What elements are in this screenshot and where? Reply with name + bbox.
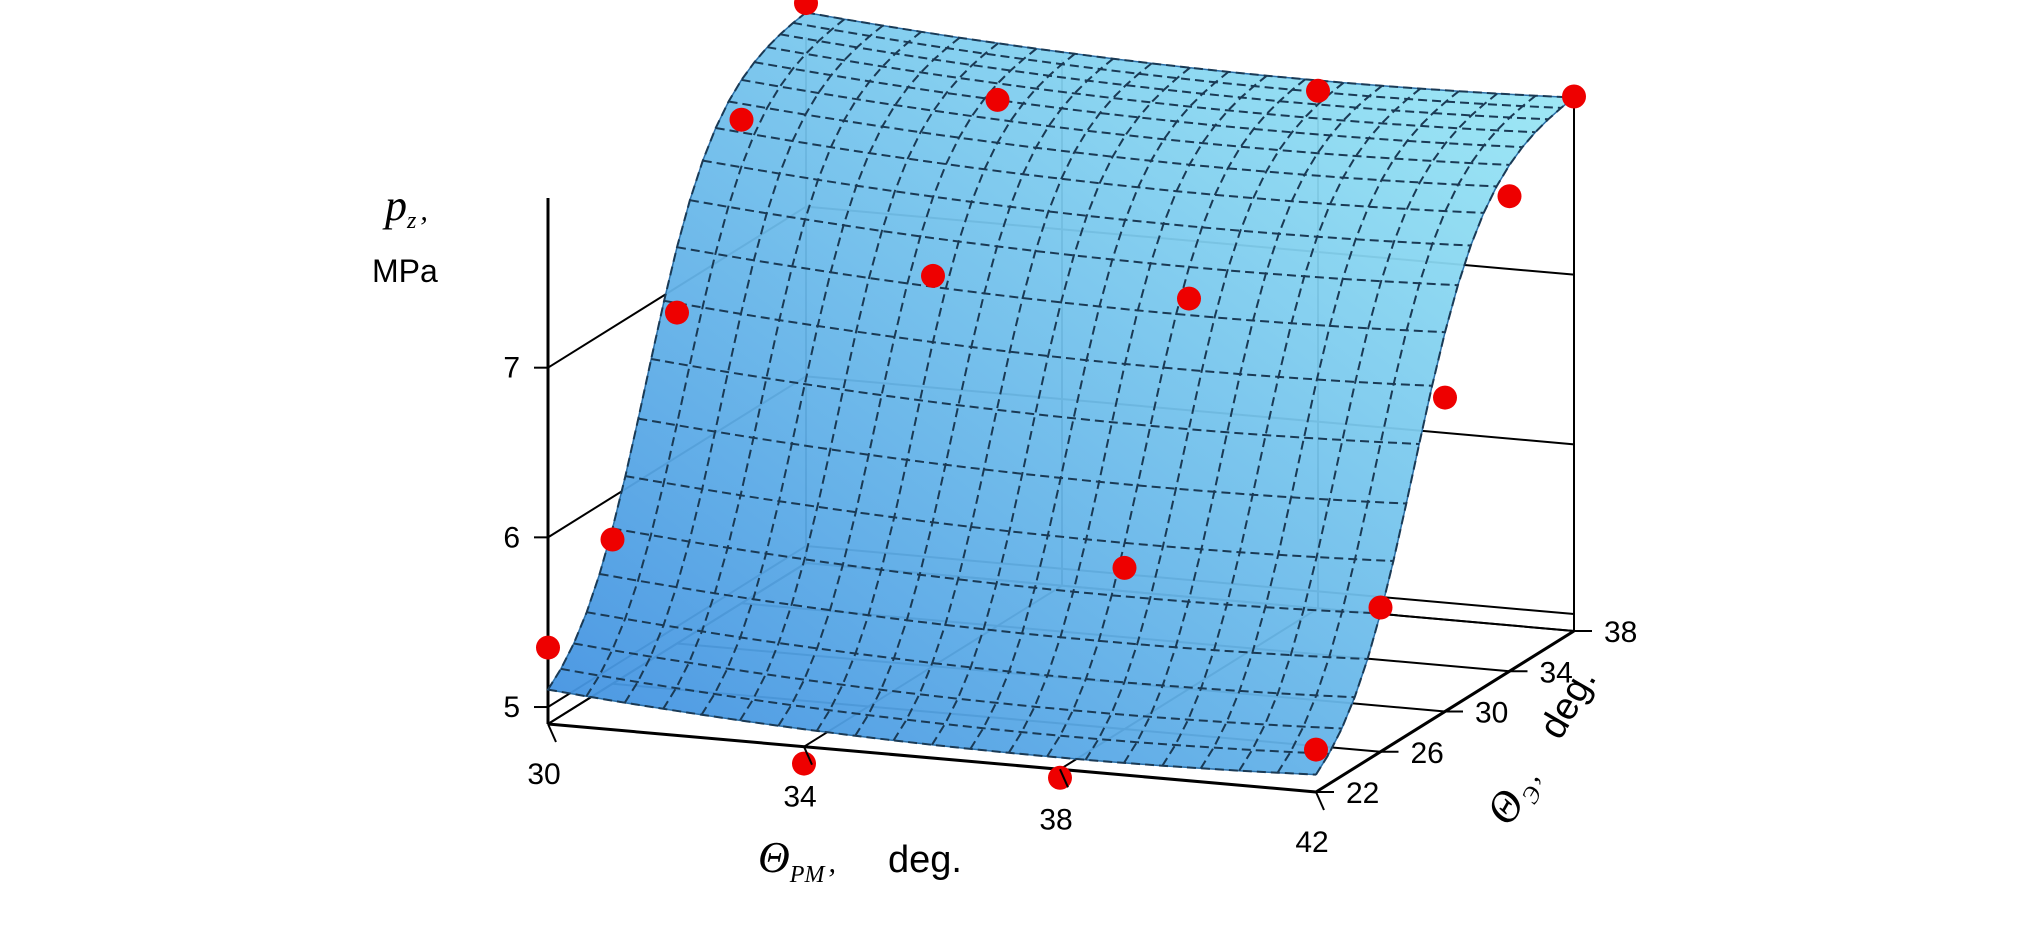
mesh-line-y — [612, 527, 1381, 615]
mesh-line-y — [689, 199, 1458, 287]
z-axis-title: pz, — [382, 181, 428, 234]
tick-labels: 5 6 7 30 34 38 42 22 26 30 34 38 — [503, 352, 1637, 859]
mesh-line-y — [573, 642, 1342, 730]
x-tick-label: 38 — [1039, 803, 1072, 836]
mesh-line-y — [715, 127, 1484, 214]
x-axis-title: ΘPM, — [758, 833, 836, 888]
data-point — [665, 300, 689, 325]
mesh-line-x — [1238, 92, 1498, 772]
y-tick-label: 30 — [1475, 697, 1508, 730]
mesh-line-y — [599, 573, 1368, 660]
y-tick-label: 34 — [1540, 656, 1573, 689]
z-axis-subscript: z — [406, 208, 417, 234]
mesh-line-y — [780, 33, 1549, 121]
x-axis-unit: deg. — [888, 839, 962, 881]
data-point — [1304, 737, 1328, 762]
mesh-line-y — [560, 667, 1329, 755]
surface-mesh — [547, 11, 1575, 776]
mesh-line-x — [892, 62, 1153, 741]
z-tick-label: 7 — [503, 352, 520, 385]
x-tick-mark — [803, 746, 813, 766]
x-axis-symbol: Θ — [758, 833, 790, 882]
z-tick-label: 6 — [503, 521, 520, 554]
z-tick-label: 5 — [503, 691, 520, 724]
data-point — [1306, 78, 1330, 103]
x-axis-separator: , — [828, 846, 836, 879]
x-tick-label: 30 — [527, 758, 560, 791]
data-point — [1368, 595, 1393, 620]
mesh-line-y — [728, 100, 1497, 188]
mesh-line-y — [767, 46, 1536, 134]
x-tick-mark — [547, 723, 557, 743]
data-point — [1177, 286, 1201, 311]
mesh-line-y — [651, 358, 1420, 445]
y-tick-label: 38 — [1604, 616, 1637, 649]
data-point — [794, 0, 818, 16]
data-point — [1433, 385, 1457, 410]
x-tick-mark — [1059, 768, 1069, 788]
data-point — [600, 527, 625, 552]
mesh-line-y — [754, 61, 1523, 149]
mesh-line-y — [663, 299, 1433, 387]
y-axis-title: ΘЭ, — [1476, 757, 1553, 836]
data-point — [792, 751, 816, 776]
data-point — [985, 87, 1010, 112]
mesh-line-x — [931, 66, 1191, 746]
data-point — [921, 263, 945, 288]
z-axis-symbol: p — [382, 181, 407, 230]
mesh-line-x — [777, 47, 1038, 727]
mesh-line-y — [586, 611, 1355, 699]
mesh-line-y — [638, 417, 1407, 505]
data-point — [536, 635, 560, 660]
mesh-line-y — [702, 159, 1471, 247]
x-tick-label: 34 — [783, 781, 816, 814]
y-tick-label: 26 — [1411, 737, 1444, 770]
x-tick-mark — [1315, 791, 1325, 811]
x-axis-subscript: PM — [789, 862, 827, 888]
y-tick-label: 22 — [1346, 777, 1379, 810]
data-point — [1112, 555, 1137, 580]
mesh-line-x — [585, 18, 846, 697]
data-point — [1562, 84, 1586, 109]
y-axis-separator: , — [1513, 764, 1545, 787]
measured-points — [536, 0, 1586, 790]
floor-gridline-y — [547, 723, 1317, 793]
data-point — [1497, 184, 1522, 209]
mesh-line-x — [1199, 90, 1460, 769]
mesh-line-y — [676, 246, 1446, 334]
z-axis-unit: MPa — [372, 253, 438, 289]
z-axis-separator: , — [420, 194, 428, 227]
mesh-line-y — [625, 475, 1394, 562]
data-point — [729, 107, 754, 132]
mesh-line-y — [741, 78, 1510, 166]
mesh-line-x — [1046, 78, 1306, 757]
mesh-line-x — [1084, 81, 1345, 761]
mesh-line-y — [805, 11, 1575, 99]
mesh-line-y — [792, 21, 1562, 109]
mesh-line-x — [739, 42, 999, 721]
mesh-line-y — [547, 688, 1317, 776]
x-tick-label: 42 — [1295, 826, 1328, 859]
